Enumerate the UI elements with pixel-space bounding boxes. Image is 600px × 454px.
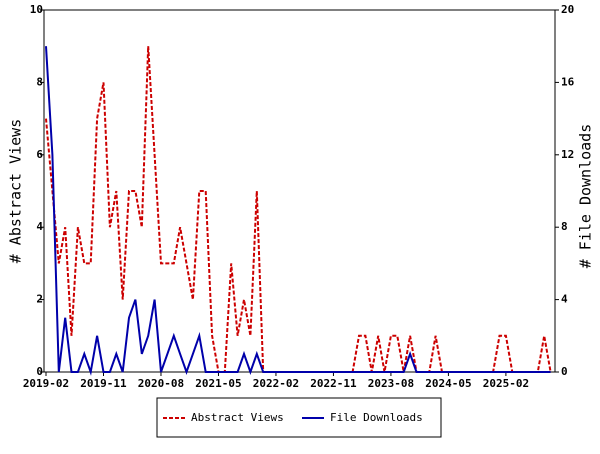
y2-tick-label: 16 <box>561 75 575 88</box>
y-axis-title: # Abstract Views <box>7 119 25 264</box>
x-tick-label: 2021-05 <box>195 377 241 390</box>
y-tick-label: 0 <box>36 365 43 378</box>
x-tick-label: 2025-02 <box>483 377 529 390</box>
x-tick-label: 2023-08 <box>368 377 414 390</box>
plot-frame <box>43 9 556 373</box>
y2-tick-label: 4 <box>561 293 568 306</box>
y2-tick-label: 0 <box>561 365 568 378</box>
legend-label: File Downloads <box>330 411 423 424</box>
x-tick-label: 2022-02 <box>253 377 299 390</box>
y2-axis-title: # File Downloads <box>577 124 595 269</box>
y-tick-label: 8 <box>36 75 43 88</box>
y-tick-label: 2 <box>36 293 43 306</box>
y-tick-label: 4 <box>36 220 43 233</box>
legend-box <box>156 397 442 438</box>
y2-tick-label: 20 <box>561 3 574 16</box>
x-tick-label: 2020-08 <box>138 377 184 390</box>
y-tick-label: 6 <box>36 148 43 161</box>
series-line <box>45 46 551 376</box>
y-tick-label: 10 <box>30 3 43 16</box>
x-tick-label: 2019-02 <box>23 377 69 390</box>
series-line <box>45 46 552 373</box>
x-tick-label: 2019-11 <box>80 377 127 390</box>
y2-tick-label: 12 <box>561 148 574 161</box>
legend-label: Abstract Views <box>191 411 284 424</box>
x-tick-label: 2024-05 <box>425 377 471 390</box>
x-tick-label: 2022-11 <box>310 377 357 390</box>
y2-tick-label: 8 <box>561 220 568 233</box>
